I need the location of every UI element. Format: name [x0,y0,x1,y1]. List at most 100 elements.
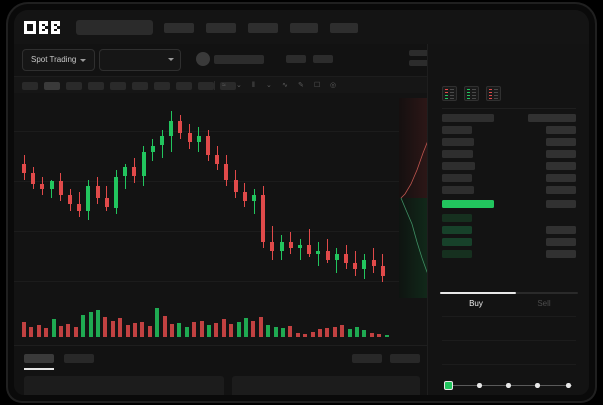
volume-bar [325,328,330,337]
orderbook-ask-row[interactable] [442,186,576,194]
slider-handle[interactable] [444,381,453,390]
timeframe-button-2[interactable] [66,82,82,90]
fullscreen-icon[interactable]: ◎ [330,82,337,89]
orderbook-bid-row[interactable] [442,214,576,222]
amount-slider[interactable] [444,381,574,390]
orderbook-price [442,186,474,194]
volume-bar [73,327,78,337]
slider-stop-25[interactable] [477,383,482,388]
candle-body [334,254,339,261]
volume-bar [88,311,93,337]
candle-body [68,195,72,205]
tab-buy[interactable]: Buy [469,299,483,308]
orderbook-ask-row[interactable] [442,174,576,182]
volume-bar [295,332,300,337]
candle-body [279,241,284,251]
nav-item-0[interactable] [164,23,194,33]
candle-body [307,244,312,254]
form-divider [442,316,576,317]
panel-action-1[interactable] [390,354,420,363]
timeframe-button-9[interactable] [220,82,236,90]
candle-body [123,167,128,177]
trading-pair-select[interactable] [99,49,181,71]
orderbook-view-asks-only-icon[interactable] [486,86,501,101]
form-divider [442,364,576,365]
stat-skeleton-0 [286,55,306,63]
nav-item-4[interactable] [330,23,358,33]
candle-body [132,167,137,177]
order-panel-left[interactable] [24,376,224,395]
nav-item-2[interactable] [248,23,278,33]
orderbook-bid-row[interactable] [442,250,576,258]
volume-bar [384,334,389,337]
buy-sell-indicator-fill [440,292,516,294]
orderbook-last-price-row[interactable] [442,200,576,208]
volume-bar [340,324,345,337]
compare-icon[interactable]: ‖ [252,82,255,89]
order-panel-right[interactable] [232,376,420,395]
orderbook-price [442,114,494,122]
timeframe-button-7[interactable] [176,82,192,90]
candle-wick [308,229,310,258]
chart-type-icon[interactable]: ⌄ [236,82,242,89]
settings-icon[interactable]: ☐ [314,82,321,89]
nav-item-1[interactable] [206,23,236,33]
tab-sell[interactable]: Sell [537,299,551,308]
orderbook-ask-row[interactable] [442,162,576,170]
timeframe-button-3[interactable] [88,82,104,90]
orderbook-bid-row[interactable] [442,238,576,246]
candle-body [160,136,164,146]
orderbook-bid-row[interactable] [442,226,576,234]
avatar[interactable] [196,52,210,66]
volume-bar [177,322,182,337]
candle-wick [253,188,255,214]
nav-item-3[interactable] [290,23,318,33]
volume-bar [81,315,86,337]
timeframe-button-0[interactable] [22,82,38,90]
market-type-dropdown[interactable]: Spot Trading [22,49,96,71]
orderbook-view-both-icon[interactable] [442,86,457,101]
orderbook-amount [546,226,576,234]
volume-bar [273,327,278,337]
indicators-icon[interactable]: ≈ [222,82,226,89]
candle-body [95,185,100,199]
slider-stop-75[interactable] [535,383,540,388]
slider-stop-100[interactable] [566,383,571,388]
candle-body [344,254,348,264]
volume-bar [310,331,315,337]
volume-bar [362,330,367,337]
volume-bar [59,326,63,337]
timeframe-button-1[interactable] [44,82,60,90]
orderbook-ask-row[interactable] [442,138,576,146]
candle-body [114,176,118,208]
global-search-input[interactable] [76,20,153,35]
price-chart[interactable] [14,93,427,345]
line-tool-icon[interactable]: ⌄ [266,82,272,89]
orderbook-view-bids-only-icon[interactable] [464,86,479,101]
orderbook-amount [546,150,576,158]
bottom-tab-0[interactable] [24,354,54,363]
volume-bar [29,327,34,337]
candle-body [325,250,330,261]
timeframe-button-4[interactable] [110,82,126,90]
camera-icon[interactable]: ✎ [298,82,304,89]
orderbook-ask-row[interactable] [442,126,576,134]
slider-stop-50[interactable] [506,383,511,388]
okx-logo[interactable] [24,21,64,34]
timeframe-button-6[interactable] [154,82,170,90]
timeframe-button-8[interactable] [198,82,214,90]
orderbook-ask-row[interactable] [442,150,576,158]
volume-bar [355,327,359,337]
market-type-label: Spot Trading [31,55,77,64]
orderbook-column-header[interactable] [442,114,576,122]
volume-bar [377,333,382,337]
candle-body [169,120,174,137]
candle-body [150,145,155,152]
panel-action-0[interactable] [352,354,382,363]
timeframe-button-5[interactable] [132,82,148,90]
volume-bar [66,323,71,337]
pencil-icon[interactable]: ∿ [282,82,288,89]
candle-body [233,179,238,192]
orderbook-amount [546,174,576,182]
bottom-tab-1[interactable] [64,354,94,363]
